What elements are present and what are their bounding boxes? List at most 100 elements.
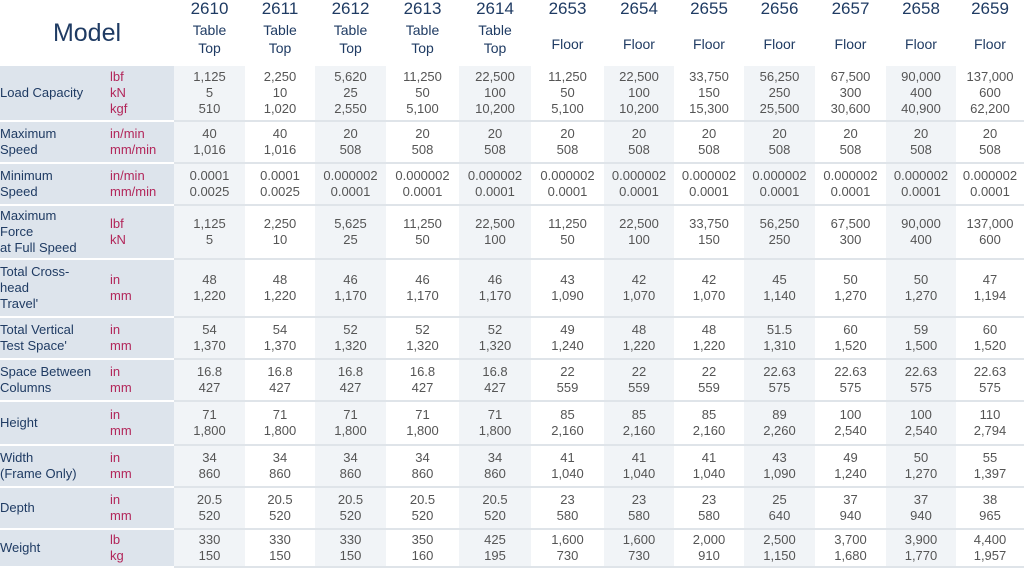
cell-value: 20 [701, 126, 717, 141]
value-cell: 0.000002 0.0001 [459, 163, 531, 206]
cell-value: 3,900 [904, 532, 938, 547]
model-number: 2655 [690, 0, 728, 18]
model-type: Table [405, 22, 440, 38]
value-cell: 2,250 10 1,020 [245, 66, 315, 122]
value-cell: 43 1,090 [744, 445, 815, 488]
model-column-header: 2614 Table Top [459, 0, 531, 66]
cell-value: 56,250 [759, 216, 800, 231]
value-cell: 22.63 575 [815, 359, 886, 402]
spec-row: Width (Frame Only) in mm 34 860 34 860 34 860 34 86… [0, 445, 1024, 488]
cell-value: 508 [411, 142, 434, 157]
value-cell: 0.000002 0.0001 [674, 163, 744, 206]
cell-value: 10 [272, 232, 288, 247]
model-number: 2653 [548, 0, 587, 18]
model-type: Floor [974, 36, 1006, 52]
value-cell: 0.000002 0.0001 [886, 163, 956, 206]
cell-value: 33,750 [689, 69, 729, 84]
model-number: 2654 [620, 0, 658, 18]
value-cell: 22 559 [674, 359, 744, 402]
value-cell: 100 2,540 [815, 401, 886, 446]
cell-value: 860 [198, 466, 221, 481]
cell-value: 5 [205, 232, 214, 247]
cell-value: 34 [343, 450, 358, 465]
row-label-line: Speed [0, 142, 38, 157]
value-cell: 22 559 [604, 359, 674, 402]
value-cell: 34 860 [315, 445, 386, 488]
cell-value: 20 [982, 126, 998, 141]
cell-value: 43 [560, 272, 575, 287]
cell-value: 0.0001 [970, 184, 1010, 199]
cell-value: 330 [198, 532, 221, 547]
cell-value: 0.0001 [475, 184, 515, 199]
value-cell: 11,250 50 [386, 205, 459, 260]
cell-value: 1,040 [622, 466, 656, 481]
value-cell: 20 508 [315, 121, 386, 164]
cell-value: 46 [343, 272, 358, 287]
value-cell: 33,750 150 15,300 [674, 66, 744, 122]
value-cell: 20 508 [531, 121, 604, 164]
model-type: Table [478, 22, 512, 38]
cell-value: 90,000 [901, 69, 941, 84]
cell-value: 1,320 [406, 338, 439, 353]
model-column-header: 2656 Floor [744, 0, 815, 66]
cell-value: 23 [560, 492, 575, 507]
cell-value: 41 [560, 450, 575, 465]
model-number: 2614 [476, 0, 514, 18]
value-cell: 34 860 [174, 445, 245, 488]
value-cell: 20 508 [386, 121, 459, 164]
model-number: 2611 [261, 0, 299, 18]
cell-value: 1,240 [834, 466, 867, 481]
cell-value: 20 [913, 126, 929, 141]
cell-value: 60 [982, 322, 998, 337]
cell-value: 30,600 [830, 101, 871, 116]
cell-value: 43 [772, 450, 787, 465]
cell-value: 5,620 [334, 69, 367, 84]
value-cell: 23 580 [674, 487, 744, 530]
cell-value: 20 [772, 126, 787, 141]
cell-value: 730 [628, 548, 650, 563]
cell-value: 2,260 [763, 423, 796, 438]
cell-value: 1,125 [193, 216, 226, 231]
unit-label: in [110, 322, 121, 337]
cell-value: 1,220 [263, 288, 297, 303]
cell-value: 40 [202, 126, 217, 141]
row-label-line: Maximum [0, 208, 57, 223]
row-label-line: at Full Speed [0, 240, 77, 255]
model-type: Floor [693, 36, 725, 52]
cell-value: 48 [272, 272, 288, 287]
unit-label: kN [110, 85, 126, 100]
cell-value: 40 [272, 126, 288, 141]
cell-value: 600 [979, 85, 1001, 100]
value-cell: 2,000 910 [674, 529, 744, 568]
value-cell: 20 508 [815, 121, 886, 164]
value-cell: 37 940 [886, 487, 956, 530]
cell-value: 160 [411, 548, 434, 563]
row-label: Total Vertical Test Space' [0, 317, 110, 360]
unit-label: in [110, 492, 121, 507]
row-label-line: (Frame Only) [0, 466, 77, 481]
value-cell: 85 2,160 [604, 401, 674, 446]
cell-value: 965 [979, 508, 1001, 523]
model-type: Table [263, 22, 297, 38]
cell-value: 1,220 [193, 288, 226, 303]
cell-value: 508 [628, 142, 650, 157]
row-label-line: Height [0, 415, 38, 430]
row-label: Maximum Speed [0, 121, 110, 164]
cell-value: 54 [202, 322, 217, 337]
value-cell: 22 559 [531, 359, 604, 402]
cell-value: 137,000 [966, 69, 1014, 84]
cell-value: 1,016 [263, 142, 297, 157]
row-label: Weight [0, 529, 110, 568]
value-cell: 16.8 427 [459, 359, 531, 402]
cell-value: 1,520 [973, 338, 1007, 353]
value-cell: 1,125 5 [174, 205, 245, 260]
cell-value: 100 [484, 232, 506, 247]
cell-value: 2,250 [263, 216, 297, 231]
cell-value: 50 [560, 85, 575, 100]
row-label: Depth [0, 487, 110, 530]
value-cell: 0.0001 0.0025 [245, 163, 315, 206]
cell-value: 508 [698, 142, 720, 157]
value-cell: 20.5 520 [245, 487, 315, 530]
value-cell: 46 1,170 [459, 259, 531, 318]
